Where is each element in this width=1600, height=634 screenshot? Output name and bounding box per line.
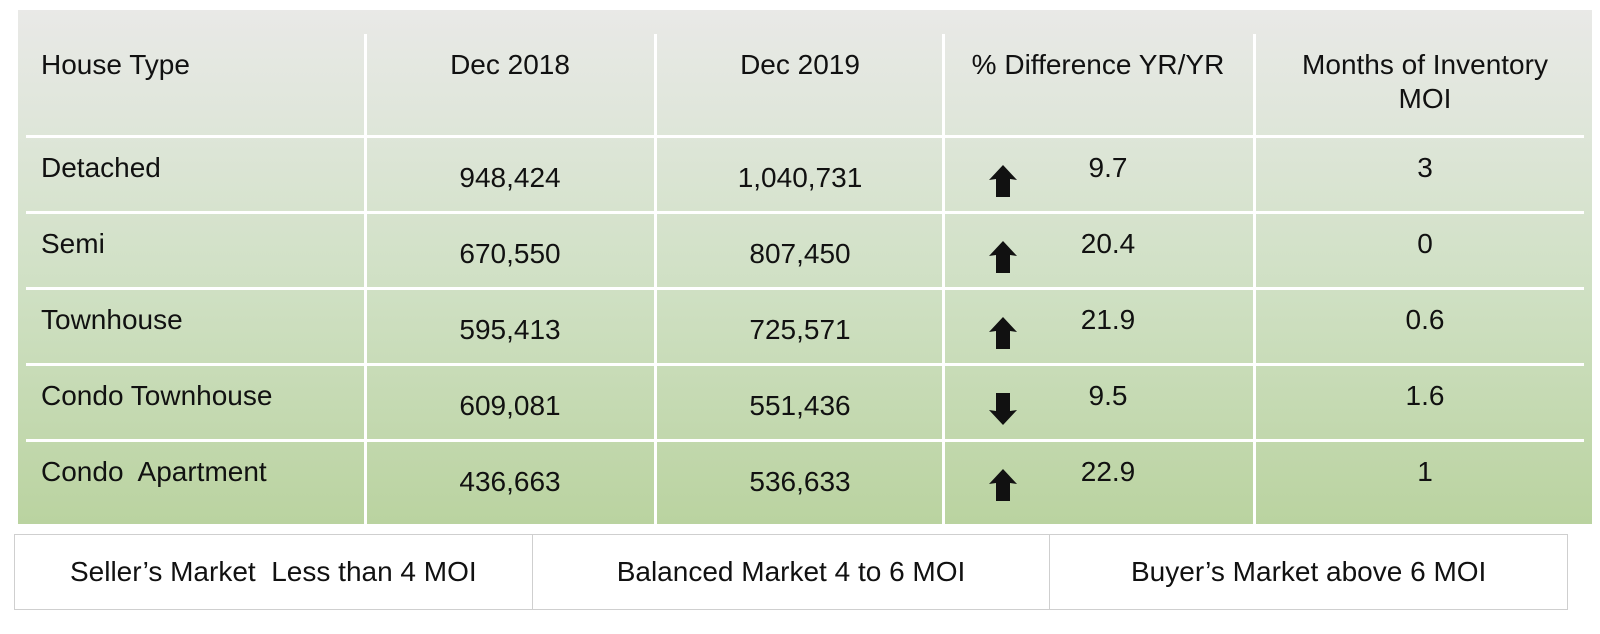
table-row: Semi 670,550 807,450 20.4 0	[18, 213, 1592, 290]
arrow-down-icon	[988, 392, 1018, 426]
table-grid: House Type Dec 2018 Dec 2019 % Differenc…	[18, 10, 1592, 524]
arrow-up-icon	[988, 468, 1018, 502]
header-dec-2019: Dec 2019	[740, 49, 860, 80]
housing-price-table: House Type Dec 2018 Dec 2019 % Differenc…	[18, 10, 1592, 524]
column-divider	[364, 34, 367, 524]
moi-cell: 1	[1417, 456, 1433, 487]
moi-cell: 0.6	[1405, 304, 1445, 335]
legend-sellers-market: Seller’s Market Less than 4 MOI	[15, 535, 533, 609]
pct-difference-cell: 22.9	[1080, 456, 1136, 487]
house-type-cell: Condo Townhouse	[41, 380, 273, 411]
table-row: Detached 948,424 1,040,731 9.7 3	[18, 137, 1592, 214]
arrow-up-icon	[988, 316, 1018, 350]
column-divider	[1253, 34, 1256, 524]
house-type-cell: Detached	[41, 152, 161, 183]
header-pct-difference: % Difference YR/YR	[971, 49, 1225, 80]
pct-difference-cell: 9.7	[1088, 152, 1128, 183]
column-divider	[654, 34, 657, 524]
pct-difference-cell: 21.9	[1080, 304, 1136, 335]
moi-cell: 1.6	[1405, 380, 1445, 411]
moi-cell: 0	[1417, 228, 1433, 259]
moi-cell: 3	[1417, 152, 1433, 183]
dec-2018-cell: 670,550	[459, 238, 561, 269]
row-divider	[26, 363, 1584, 366]
legend-balanced-market: Balanced Market 4 to 6 MOI	[533, 535, 1051, 609]
header-dec-2018: Dec 2018	[450, 49, 570, 80]
dec-2019-cell: 536,633	[749, 466, 851, 497]
header-months-of-inventory: Months of Inventory MOI	[1258, 48, 1592, 116]
dec-2019-cell: 725,571	[749, 314, 851, 345]
column-divider	[942, 34, 945, 524]
table-row: Condo Townhouse 609,081 551,436 9.5 1.6	[18, 365, 1592, 442]
legend-buyers-market: Buyer’s Market above 6 MOI	[1131, 556, 1487, 587]
dec-2018-cell: 948,424	[459, 162, 561, 193]
row-divider	[26, 287, 1584, 290]
dec-2019-cell: 551,436	[749, 390, 851, 421]
house-type-cell: Condo Apartment	[41, 456, 267, 487]
table-row: Condo Apartment 436,663 536,633 22.9 1	[18, 441, 1592, 524]
house-type-cell: Semi	[41, 228, 105, 259]
arrow-up-icon	[988, 240, 1018, 274]
header-moi-line2: MOI	[1398, 83, 1452, 114]
dec-2019-cell: 1,040,731	[737, 162, 863, 193]
market-legend: Seller’s Market Less than 4 MOI Balanced…	[14, 534, 1568, 610]
dec-2018-cell: 609,081	[459, 390, 561, 421]
row-divider	[26, 439, 1584, 442]
row-divider	[26, 135, 1584, 138]
row-divider	[26, 211, 1584, 214]
header-moi-line1: Months of Inventory	[1302, 49, 1548, 80]
house-type-cell: Townhouse	[41, 304, 183, 335]
dec-2018-cell: 595,413	[459, 314, 561, 345]
dec-2019-cell: 807,450	[749, 238, 851, 269]
dec-2018-cell: 436,663	[459, 466, 561, 497]
pct-difference-cell: 20.4	[1080, 228, 1136, 259]
pct-difference-cell: 9.5	[1088, 380, 1128, 411]
table-row: Townhouse 595,413 725,571 21.9 0.6	[18, 289, 1592, 366]
table-header-row: House Type Dec 2018 Dec 2019 % Differenc…	[18, 10, 1592, 138]
arrow-up-icon	[988, 164, 1018, 198]
header-house-type: House Type	[41, 49, 190, 80]
